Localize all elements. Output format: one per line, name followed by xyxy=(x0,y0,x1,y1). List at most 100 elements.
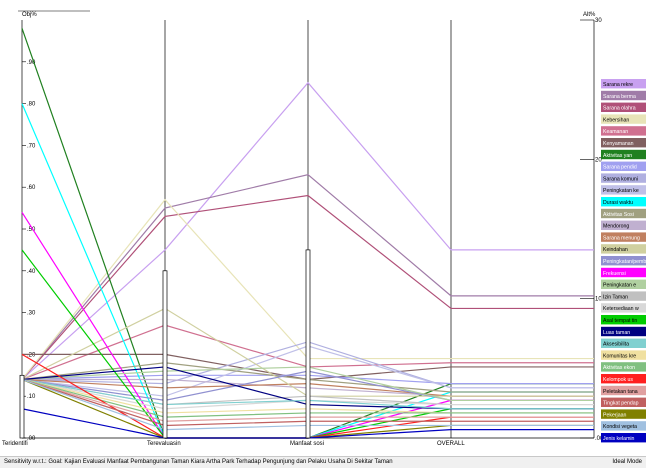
legend-swatch-4 xyxy=(601,126,646,136)
legend-swatch-3 xyxy=(601,114,646,124)
series-line-10 xyxy=(21,103,452,439)
left-tick-label-9: .90 xyxy=(27,60,36,66)
legend-swatch-10 xyxy=(601,197,646,207)
legend-label-9: Peningkatan ke xyxy=(603,188,639,194)
legend-label-24: Aktivitas ekon xyxy=(603,365,635,371)
left-tick-label-0: .00 xyxy=(27,436,36,442)
legend-label-7: Sarana pendid xyxy=(603,165,637,171)
status-bar: Sensitivity w.r.t.: Goal: Kajian Evaluas… xyxy=(0,456,646,468)
legend-label-14: Keindahan xyxy=(603,247,628,253)
legend-label-12: Mendorong xyxy=(603,224,629,230)
legend-swatch-12 xyxy=(601,220,646,230)
legend-label-30: Jenis kelamin xyxy=(603,436,635,442)
criteria-label-2: Manfaat sosi xyxy=(290,441,324,447)
overall-label: OVERALL xyxy=(437,441,465,447)
legend-label-21: Luas taman xyxy=(603,330,630,336)
legend-label-25: Kelompok us xyxy=(603,377,633,383)
legend-swatch-29 xyxy=(601,421,646,431)
left-tick-label-2: .20 xyxy=(27,352,36,358)
series-line-26 xyxy=(21,378,451,422)
legend-label-10: Durasi waktu xyxy=(603,200,633,206)
legend-label-11: Aktivitas Sosi xyxy=(603,212,634,218)
legend-label-15: Peningkatan/pemb xyxy=(603,259,646,265)
legend-swatch-16 xyxy=(601,267,646,278)
legend-swatch-1 xyxy=(601,90,646,101)
series-line-6 xyxy=(21,28,452,439)
legend-swatch-0 xyxy=(601,79,646,89)
right-tick-label-2: 20 xyxy=(595,157,602,163)
series-line-8 xyxy=(21,341,452,389)
legend-swatch-15 xyxy=(601,256,646,266)
series-line-19 xyxy=(21,378,452,410)
legend-label-1: Sarana berma xyxy=(603,94,636,100)
legend-label-16: Frekuensi xyxy=(603,271,626,277)
right-tick-label-1: 10 xyxy=(595,297,602,303)
series-line-22 xyxy=(21,378,452,410)
series-line-2 xyxy=(21,194,452,380)
legend-label-22: Aksesibilita xyxy=(603,342,629,348)
legend-label-23: Komunitas kre xyxy=(603,353,636,359)
left-tick-label-8: .80 xyxy=(27,102,36,108)
legend-label-17: Peningkatan e xyxy=(603,283,636,289)
legend-swatch-13 xyxy=(601,232,646,242)
criteria-weight-bars xyxy=(19,249,311,439)
legend-label-29: Kondisi vegeta xyxy=(603,424,637,430)
legend-swatch-7 xyxy=(601,161,646,171)
criteria-label-0: Teridentifi xyxy=(2,441,28,447)
legend-label-19: Ketersediaan w xyxy=(603,306,639,312)
overall-lines xyxy=(451,249,594,431)
left-tick-label-4: .40 xyxy=(27,269,36,275)
right-tick-label-0: .00 xyxy=(595,436,604,442)
weight-bar-2 xyxy=(305,249,311,439)
legend-swatch-5 xyxy=(601,138,646,148)
legend-swatch-20 xyxy=(601,315,646,325)
legend-label-18: Izin Taman xyxy=(603,294,628,300)
series-line-29 xyxy=(21,378,451,431)
legend-label-0: Sarana rekre xyxy=(603,82,633,88)
series-line-3 xyxy=(21,198,451,380)
legend-swatch-21 xyxy=(601,326,646,337)
legend-swatch-27 xyxy=(601,397,646,407)
legend-swatch-23 xyxy=(601,350,646,360)
legend-swatch-9 xyxy=(601,185,646,195)
series-line-13 xyxy=(21,378,452,397)
legend-label-20: Asal tempat tin xyxy=(603,318,637,324)
criteria-label-1: Terevaluasin xyxy=(147,441,181,447)
series-line-7 xyxy=(21,374,452,385)
legend-swatch-17 xyxy=(601,279,646,289)
legend-swatch-26 xyxy=(601,385,646,396)
series-line-12 xyxy=(22,378,452,397)
series-line-0 xyxy=(21,81,452,380)
series-line-17 xyxy=(21,366,452,401)
series-line-24 xyxy=(21,378,451,418)
left-tick-label-5: .50 xyxy=(27,227,36,233)
right-axis-label: Alt% xyxy=(583,12,596,18)
right-tick-label-3: 30 xyxy=(595,18,602,24)
legend-label-2: Sarana olahra xyxy=(603,106,636,112)
legend-label-3: Kebersihan xyxy=(603,117,629,123)
series-line-27 xyxy=(21,378,451,427)
series-line-5 xyxy=(22,353,452,381)
legend-swatch-22 xyxy=(601,338,646,348)
legend-label-13: Sarana menung xyxy=(603,235,640,241)
sensitivity-chart: .00 .10 .20 .30 .40 .50 .60 .70 .80 .90 .00 10 20 30 T… xyxy=(2,10,646,447)
left-tick-label-1: .10 xyxy=(27,394,36,400)
legend: Sarana rekre Sarana berma Sarana olahra Keb… xyxy=(601,79,646,443)
alternative-lines xyxy=(21,28,452,439)
legend-label-26: Peletakan tana xyxy=(603,389,638,395)
legend-label-4: Keamanan xyxy=(603,129,628,135)
legend-swatch-24 xyxy=(601,362,646,372)
legend-label-27: Tingkat pendap xyxy=(603,401,639,407)
legend-swatch-28 xyxy=(601,409,646,419)
legend-swatch-11 xyxy=(601,208,646,219)
legend-swatch-8 xyxy=(601,173,646,183)
chart-frame: .00 .10 .20 .30 .40 .50 .60 .70 .80 .90 .00 10 20 30 T… xyxy=(2,10,604,447)
series-line-1 xyxy=(21,174,452,380)
legend-swatch-14 xyxy=(601,244,646,254)
status-mode-text: Ideal Mode xyxy=(612,459,642,465)
legend-label-5: Kenyamanan xyxy=(603,141,634,147)
legend-swatch-19 xyxy=(601,303,646,313)
legend-swatch-25 xyxy=(601,374,646,384)
series-line-30 xyxy=(21,408,452,439)
left-tick-label-3: .30 xyxy=(27,311,36,317)
